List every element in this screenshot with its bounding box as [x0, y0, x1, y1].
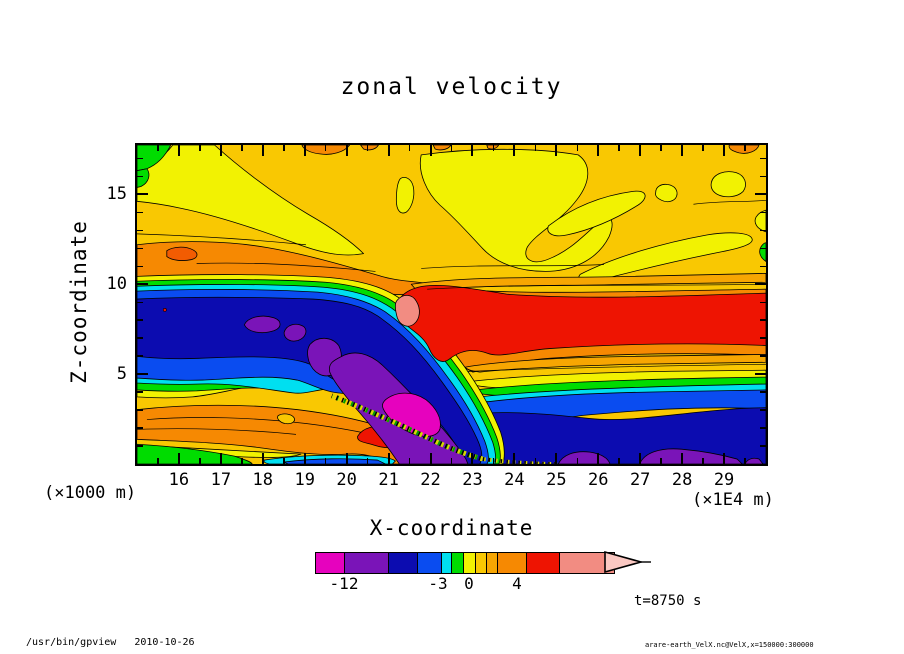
x-tick-label: 20: [336, 470, 357, 490]
x-tick-label: 27: [629, 470, 651, 490]
contour-plot-frame: [135, 143, 768, 466]
colorbar-segment: [389, 553, 418, 573]
colorbar-label: -3: [428, 574, 448, 593]
x-tick-label: 26: [588, 470, 609, 490]
colorbar-segment: [442, 553, 452, 573]
y-tick-labels: 5 10 15: [93, 145, 127, 464]
colorbar: [315, 552, 615, 574]
x-tick-label: 28: [671, 470, 693, 490]
x-tick-label: 19: [294, 470, 315, 490]
x-tick-label: 17: [210, 470, 232, 490]
x-tick-label: 23: [462, 470, 483, 490]
x-axis-label: X-coordinate: [369, 516, 534, 540]
footer-datasource: arare-earth_VelX.nc@VelX,x=150000:300000: [645, 641, 814, 649]
x-tick-label: 24: [504, 470, 525, 490]
x-tick-labels: 16 17 18 19 20 21 22 23 24 25 26 27 28 29: [137, 470, 766, 490]
y-tick-label: 5: [116, 364, 127, 385]
y-tick-label: 15: [106, 184, 127, 205]
footer-command: /usr/bin/gpview 2010-10-26: [26, 637, 195, 648]
x-tick-label: 22: [420, 470, 441, 490]
contour-field: [137, 145, 766, 464]
colorbar-segment: [452, 553, 464, 573]
y-axis-label: Z-coordinate: [67, 220, 91, 384]
colorbar-label: 0: [464, 574, 474, 593]
colorbar-arrow: [604, 550, 651, 574]
x-tick-label: 21: [378, 470, 399, 490]
x-tick-label: 16: [168, 470, 190, 490]
colorbar-label: 4: [512, 574, 522, 593]
y-tick-label: 10: [106, 274, 127, 295]
colorbar-segment: [487, 553, 498, 573]
stipple-band: [330, 393, 559, 464]
colorbar-segment: [498, 553, 527, 573]
colorbar-labels: -12 -3 0 4: [316, 574, 656, 594]
x-tick-label: 29: [713, 470, 735, 490]
x-tick-label: 25: [546, 470, 567, 490]
colorbar-label: -12: [329, 574, 359, 593]
colorbar-segment: [527, 553, 560, 573]
time-annotation: t=8750 s: [634, 593, 702, 609]
colorbar-segment: [560, 553, 614, 573]
x-axis-unit: (×1E4 m): [692, 490, 774, 510]
colorbar-segment: [464, 553, 476, 573]
y-axis-unit: (×1000 m): [44, 483, 137, 503]
x-tick-label: 18: [252, 470, 274, 490]
colorbar-segment: [316, 553, 345, 573]
chart-title: zonal velocity: [340, 74, 563, 100]
colorbar-segment: [345, 553, 389, 573]
colorbar-segment: [476, 553, 487, 573]
colorbar-segment: [418, 553, 442, 573]
